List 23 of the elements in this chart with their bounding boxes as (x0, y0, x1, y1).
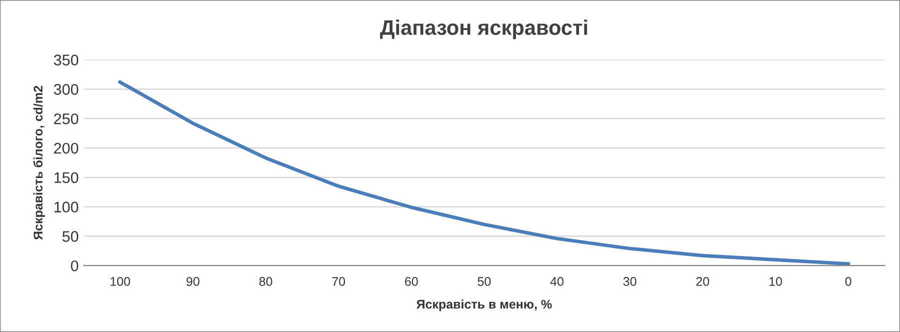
y-tick-label: 200 (54, 142, 78, 154)
y-tick-label: 50 (62, 231, 78, 242)
x-tick-label: 30 (623, 277, 636, 286)
x-tick-label: 60 (405, 277, 418, 286)
x-tick-label: 10 (769, 277, 782, 286)
x-tick-label: 80 (259, 277, 272, 286)
y-tick-label: 100 (54, 202, 78, 212)
x-tick-label: 40 (550, 277, 564, 286)
x-tick-label: 70 (332, 277, 346, 286)
y-tick-label: 250 (54, 113, 78, 124)
chart-title: Діапазон яскравості (380, 20, 588, 40)
y-tick-label: 0 (70, 260, 78, 272)
y-tick-label: 350 (54, 54, 78, 66)
x-axis-title: Яскравість в меню, % (416, 299, 552, 312)
x-tick-label: 0 (845, 277, 852, 286)
y-axis-title: Яскравість білого, cd/m2 (33, 86, 46, 240)
x-tick-label: 20 (696, 277, 710, 286)
y-tick-label: 150 (54, 172, 78, 184)
line-series (118, 80, 850, 266)
x-tick-label: 90 (186, 277, 200, 286)
x-tick-label: 100 (110, 277, 130, 286)
x-tick-label: 50 (478, 277, 491, 286)
y-tick-label: 300 (54, 84, 78, 95)
